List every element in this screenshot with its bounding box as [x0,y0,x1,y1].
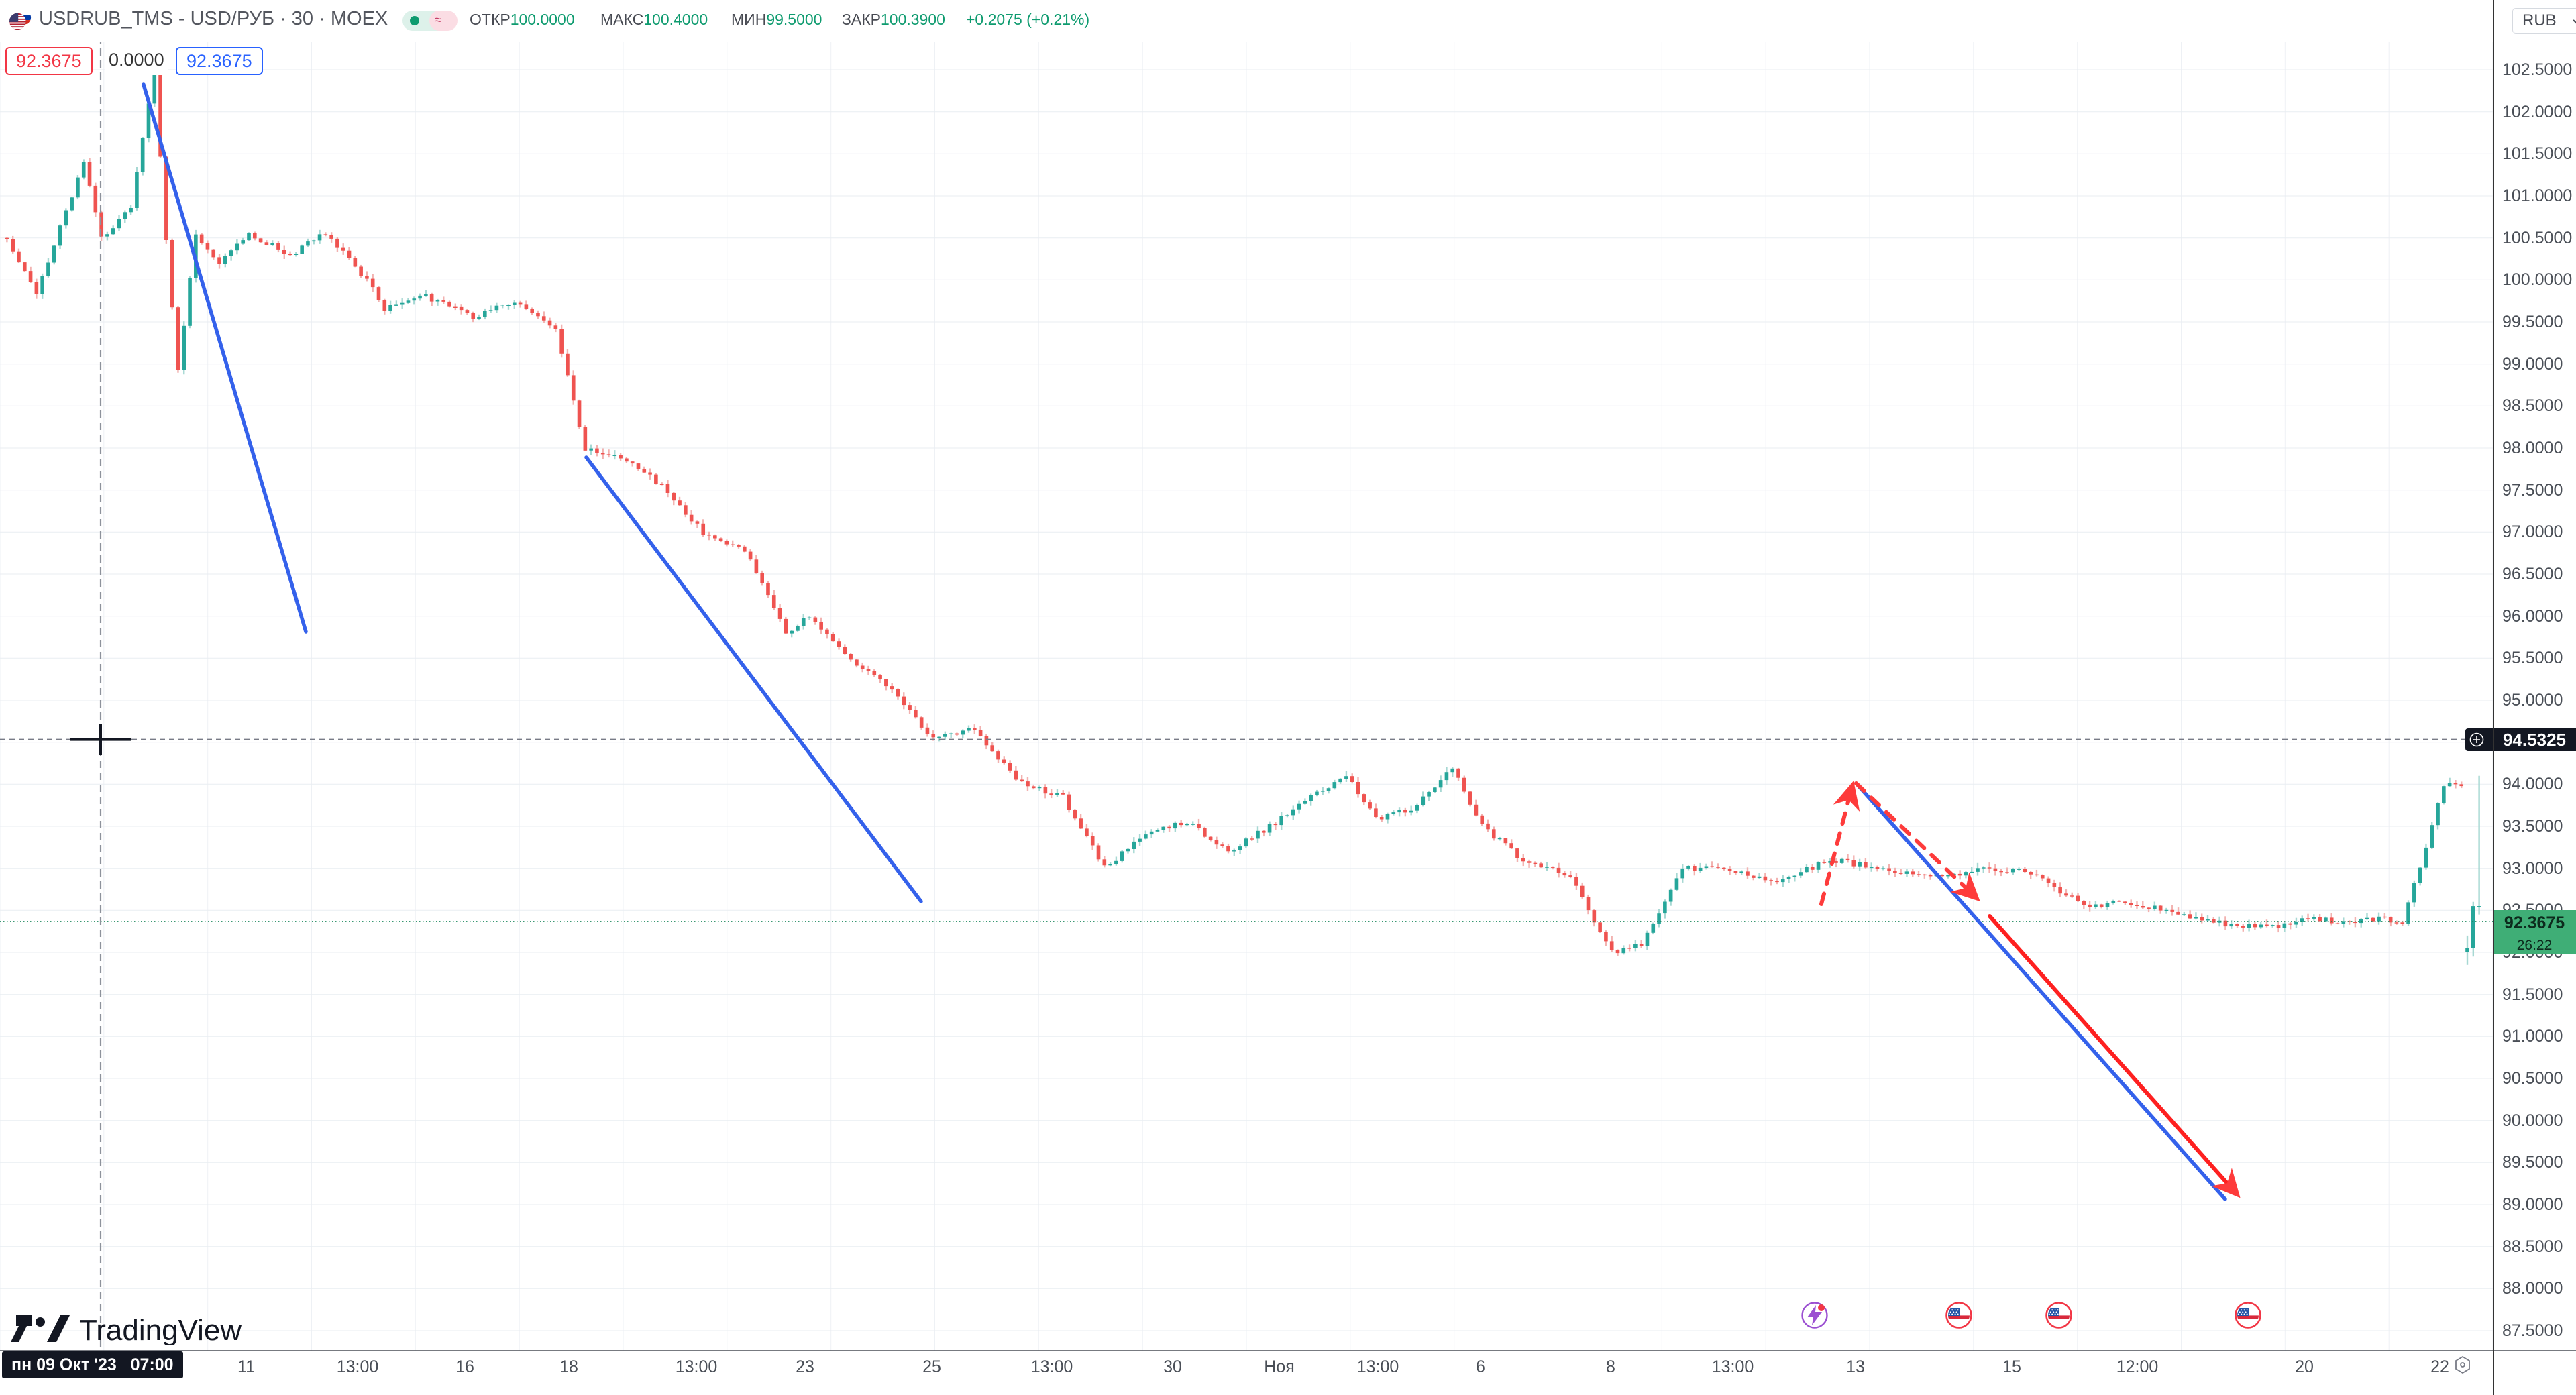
svg-text:≈: ≈ [435,14,441,27]
